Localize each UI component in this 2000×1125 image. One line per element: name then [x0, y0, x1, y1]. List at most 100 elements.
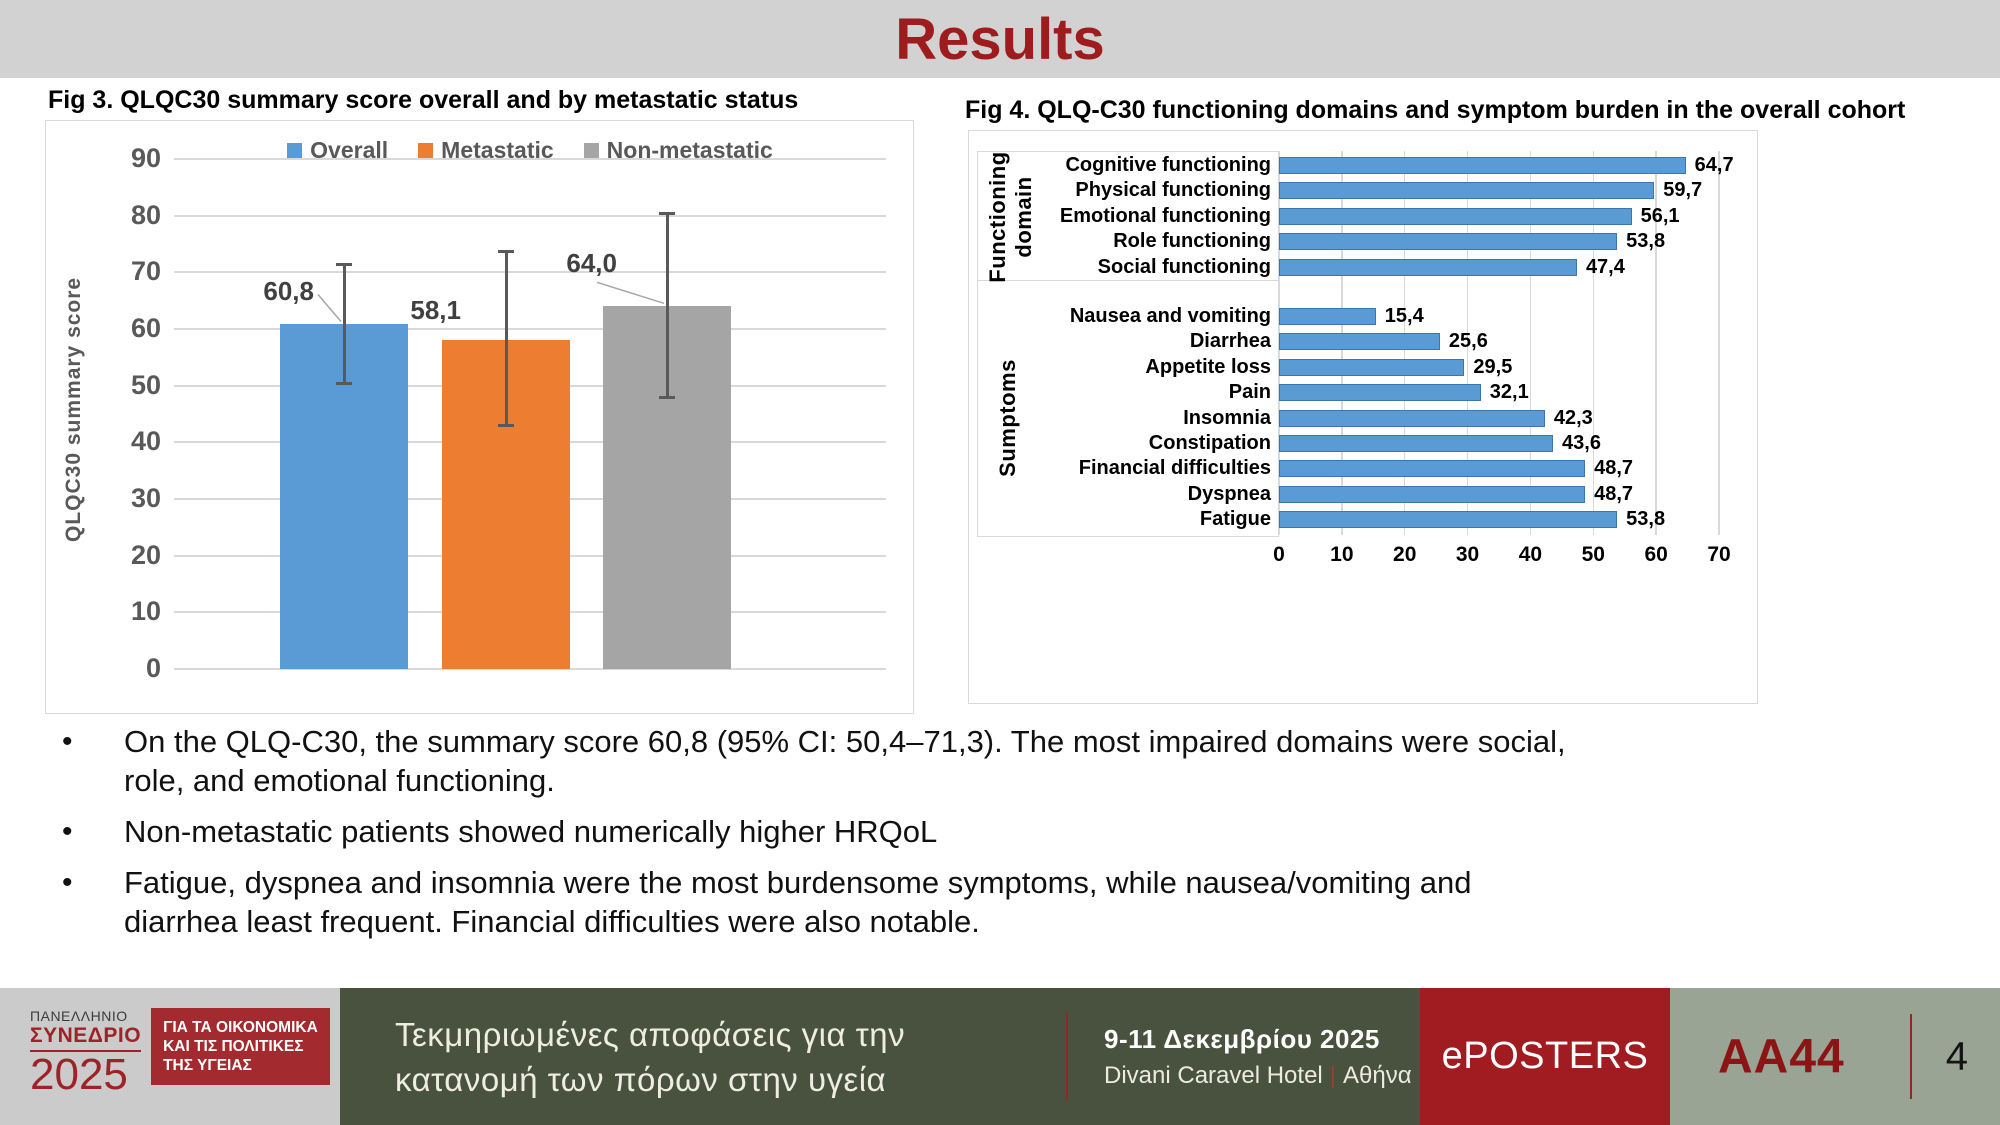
error-cap-high-metastatic — [498, 250, 514, 254]
gridline-y-0 — [174, 668, 886, 670]
eposters-badge: ePOSTERS — [1420, 988, 1670, 1125]
bullet-item-3: Fatigue, dyspnea and insomnia were the m… — [60, 863, 1940, 941]
bar-symptom-2 — [1279, 358, 1465, 376]
bar-symptom-1 — [1279, 333, 1440, 351]
category-label-symptom-1: Diarrhea — [1189, 330, 1271, 353]
y-tick-0: 0 — [145, 653, 161, 683]
category-label-symptom-4: Insomnia — [1183, 406, 1271, 429]
eposters-label: ePOSTERS — [1441, 1035, 1649, 1077]
event-date: 9-11 Δεκεμβρίου 2025 — [1104, 1023, 1380, 1054]
fig3-summary-score-chart: 0 10 20 30 40 50 60 70 80 90 QLQC30 summary score O… — [45, 120, 914, 714]
category-label-symptom-2: Appetite loss — [1145, 355, 1271, 378]
gridline-y-70 — [174, 271, 886, 274]
conference-title: Τεκμηριωμένες αποφάσεις για την κατανομή… — [395, 1015, 906, 1098]
category-label-symptom-6: Financial difficulties — [1078, 457, 1271, 480]
bar-symptom-8 — [1279, 511, 1618, 529]
value-label-functioning-2: 56,1 — [1640, 204, 1680, 227]
value-label-symptom-5: 43,6 — [1562, 432, 1601, 454]
legend: Overall Metastatic Non-metastatic — [174, 137, 886, 164]
legend-swatch-overall — [287, 143, 303, 158]
error-cap-high-overall — [336, 263, 352, 267]
value-label-symptom-3: 32,1 — [1489, 381, 1529, 404]
footer-conference-title-section: Τεκμηριωμένες αποφάσεις για την κατανομή… — [340, 988, 1420, 1125]
value-label-symptom-7: 48,7 — [1594, 482, 1634, 505]
bullet-item-1: On the QLQ-C30, the summary score 60,8 (… — [60, 722, 1940, 800]
x-tick-60: 60 — [1644, 542, 1668, 566]
event-date-block: 9-11 Δεκεμβρίου 2025 Divani Caravel Hote… — [1104, 1024, 1412, 1090]
bar-functioning-2 — [1279, 207, 1632, 225]
value-label-functioning-0: 64,7 — [1694, 154, 1734, 176]
logo-box-line-1: ΓΙΑ ΤΑ ΟΙΚΟΝΟΜΙΚΑ — [163, 1019, 318, 1036]
category-label-functioning-0: Cognitive functioning — [1065, 154, 1271, 176]
page-title: Results — [895, 7, 1105, 72]
category-label-symptom-3: Pain — [1228, 381, 1271, 404]
legend-swatch-non-metastatic — [583, 143, 599, 158]
logo-line-panellinio: ΠΑΝΕΛΛΗΝΙΟ — [30, 1008, 128, 1024]
y-tick-90: 90 — [130, 143, 161, 173]
fig4-caption: Fig 4. QLQ-C30 functioning domains and s… — [965, 96, 1906, 124]
value-label-symptom-8: 53,8 — [1626, 508, 1666, 531]
legend-swatch-metastatic — [418, 143, 434, 158]
logo-year: 2025 — [30, 1050, 128, 1099]
category-label-symptom-8: Fatigue — [1199, 508, 1271, 531]
x-tick-0: 0 — [1273, 542, 1285, 566]
data-label-metastatic: 58,1 — [410, 294, 461, 325]
bar-symptom-4 — [1279, 409, 1545, 427]
gridline-x-40 — [1529, 151, 1532, 535]
legend-item-overall: Overall — [287, 137, 388, 164]
value-label-symptom-4: 42,3 — [1553, 406, 1593, 429]
y-tick-80: 80 — [130, 199, 161, 230]
gridline-x-30 — [1466, 151, 1469, 535]
y-tick-40: 40 — [130, 426, 161, 457]
category-label-functioning-2: Emotional functioning — [1059, 204, 1271, 227]
gridline-y-90 — [174, 158, 886, 160]
legend-item-non-metastatic: Non-metastatic — [583, 137, 773, 164]
y-tick-30: 30 — [130, 483, 161, 513]
error-bar-non-metastatic — [665, 213, 669, 397]
error-cap-high-non-metastatic — [659, 212, 675, 216]
error-cap-low-overall — [336, 381, 352, 385]
footer: ΠΑΝΕΛΛΗΝΙΟ ΣΥΝΕΔΡΙΟ 2025 ΓΙΑ ΤΑ ΟΙΚΟΝΟΜΙ… — [0, 988, 2000, 1125]
y-tick-20: 20 — [130, 539, 161, 570]
value-label-symptom-0: 15,4 — [1384, 305, 1424, 327]
bar-functioning-4 — [1279, 258, 1577, 276]
legend-label: Metastatic — [441, 137, 554, 163]
logo-box-line-2: ΚΑΙ ΤΙΣ ΠΟΛΙΤΙΚΕΣ — [163, 1038, 304, 1055]
legend-item-metastatic: Metastatic — [418, 137, 554, 164]
category-label-functioning-3: Role functioning — [1113, 230, 1271, 253]
venue-name: Divani Caravel Hotel — [1104, 1061, 1323, 1089]
value-label-functioning-1: 59,7 — [1663, 179, 1703, 202]
category-label-functioning-4: Social functioning — [1097, 255, 1271, 278]
category-label-functioning-1: Physical functioning — [1075, 179, 1271, 202]
value-label-symptom-2: 29,5 — [1473, 355, 1513, 378]
logo-box-line-3: ΤΗΣ ΥΓΕΙΑΣ — [163, 1057, 252, 1074]
footer-conference-logo-section: ΠΑΝΕΛΛΗΝΙΟ ΣΥΝΕΔΡΙΟ 2025 ΓΙΑ ΤΑ ΟΙΚΟΝΟΜΙ… — [0, 988, 340, 1125]
poster-code: AA44 — [1718, 1030, 1845, 1083]
value-label-symptom-6: 48,7 — [1594, 457, 1634, 480]
fig3-caption: Fig 3. QLQC30 summary score overall and … — [48, 86, 799, 114]
bar-symptom-3 — [1279, 384, 1481, 402]
y-tick-70: 70 — [130, 256, 161, 287]
data-label-non-metastatic: 64,0 — [566, 248, 617, 279]
x-tick-30: 30 — [1455, 542, 1480, 566]
logo-line-synedrio: ΣΥΝΕΔΡΙΟ — [30, 1024, 142, 1052]
conference-logo: ΠΑΝΕΛΛΗΝΙΟ ΣΥΝΕΔΡΙΟ 2025 ΓΙΑ ΤΑ ΟΙΚΟΝΟΜΙ… — [30, 1008, 330, 1098]
y-axis-title: QLQC30 summary score — [62, 276, 85, 542]
bar-symptom-7 — [1279, 485, 1586, 503]
logo-red-box: ΓΙΑ ΤΑ ΟΙΚΟΝΟΜΙΚΑ ΚΑΙ ΤΙΣ ΠΟΛΙΤΙΚΕΣ ΤΗΣ ΥΓ… — [151, 1008, 330, 1085]
venue-city: Αθήνα — [1343, 1061, 1412, 1089]
data-label-overall: 60,8 — [263, 276, 314, 307]
error-bar-metastatic — [504, 251, 508, 426]
group-label-symptoms: Sumptoms — [995, 359, 1020, 478]
value-label-symptom-1: 25,6 — [1448, 330, 1488, 353]
x-tick-40: 40 — [1518, 542, 1543, 566]
x-tick-20: 20 — [1393, 542, 1417, 566]
y-tick-50: 50 — [130, 369, 161, 400]
event-venue: Divani Caravel Hotel | Αθήνα — [1104, 1062, 1412, 1090]
page-number-divider — [1910, 1014, 1912, 1099]
bar-functioning-0 — [1279, 157, 1686, 174]
category-label-symptom-5: Constipation — [1148, 432, 1271, 454]
gridline-x-70 — [1718, 151, 1720, 535]
bullet-item-2: Non-metastatic patients showed numerical… — [60, 812, 1940, 851]
